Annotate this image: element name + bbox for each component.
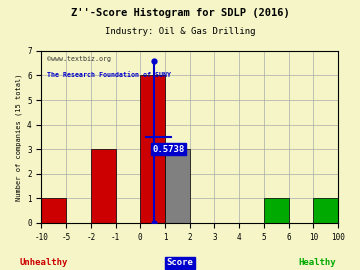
Text: Healthy: Healthy <box>298 258 336 267</box>
Y-axis label: Number of companies (15 total): Number of companies (15 total) <box>15 73 22 201</box>
Bar <box>140 75 165 223</box>
Text: 0.5738: 0.5738 <box>152 145 184 154</box>
Text: Industry: Oil & Gas Drilling: Industry: Oil & Gas Drilling <box>105 27 255 36</box>
Text: Z''-Score Histogram for SDLP (2016): Z''-Score Histogram for SDLP (2016) <box>71 8 289 18</box>
Bar <box>264 198 289 223</box>
Text: The Research Foundation of SUNY: The Research Foundation of SUNY <box>47 72 171 77</box>
Text: Unhealthy: Unhealthy <box>19 258 67 267</box>
Bar <box>165 149 190 223</box>
Text: Score: Score <box>167 258 193 267</box>
Bar <box>41 198 66 223</box>
Text: ©www.textbiz.org: ©www.textbiz.org <box>47 56 111 62</box>
Bar <box>313 198 338 223</box>
Bar <box>91 149 116 223</box>
